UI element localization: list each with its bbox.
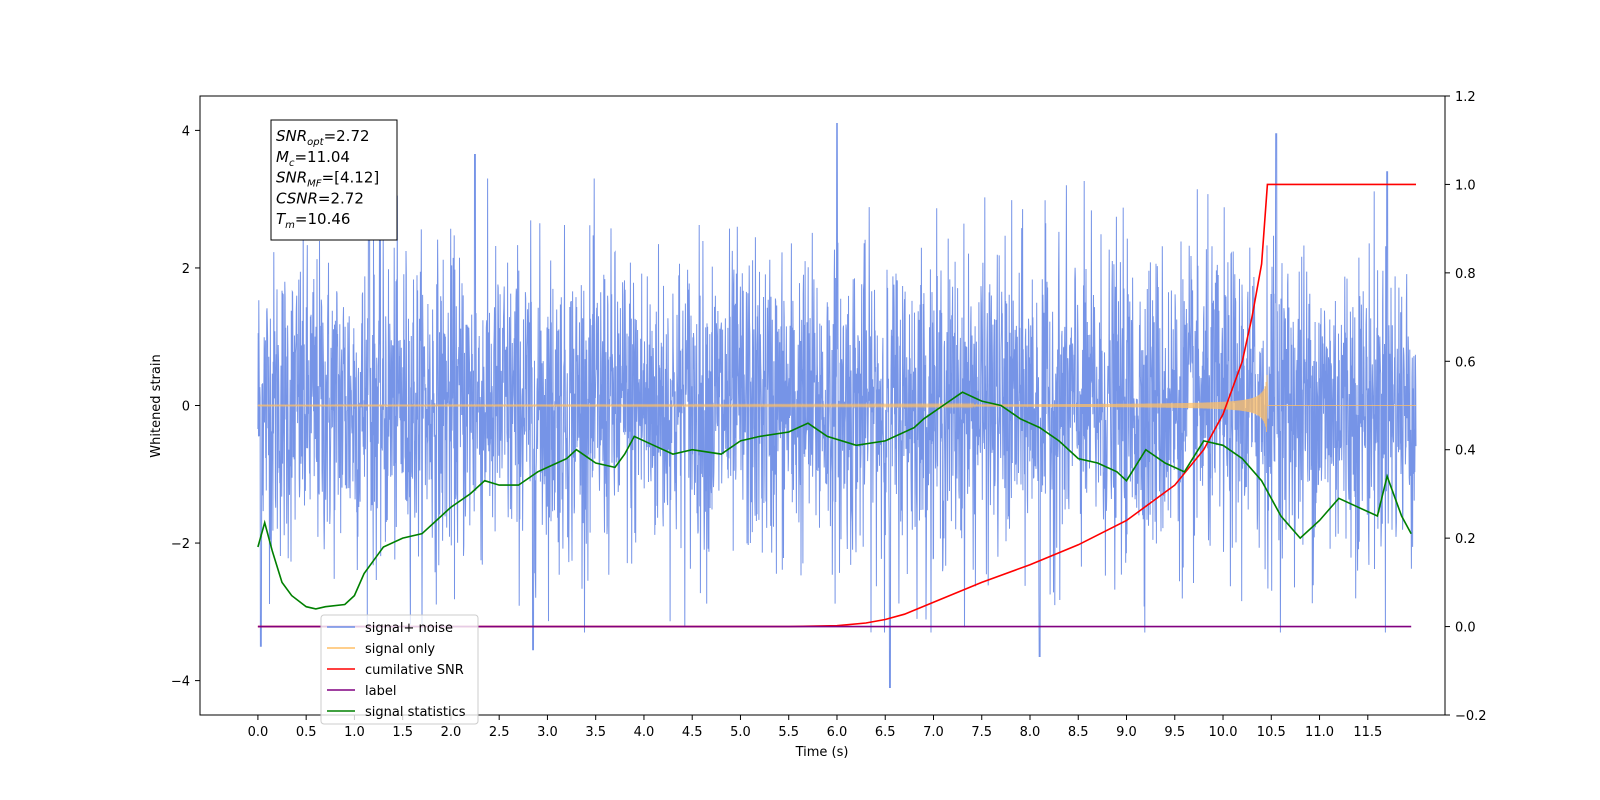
x-axis-ticks: 0.0 0.5 1.0 1.5 2.0 2.5 3.0 3.5 4.0 4.5 5.0 5.5 6.0 6… bbox=[248, 715, 1382, 740]
y-right-tick-label: 0.2 bbox=[1455, 532, 1476, 547]
x-tick-label: 10.5 bbox=[1257, 725, 1286, 740]
x-tick-label: 11.0 bbox=[1305, 725, 1334, 740]
y-axis-right-ticks: 1.2 1.0 0.8 0.6 0.4 0.2 0.0 −0.2 bbox=[1445, 90, 1487, 724]
annotation-line: SNRMF=[4.12] bbox=[276, 169, 379, 190]
stats-annotation-box: SNRopt=2.72Mc=11.04SNRMF=[4.12]CSNR=2.72… bbox=[270, 119, 398, 241]
x-tick-label: 0.0 bbox=[248, 725, 269, 740]
annotation-line: Tm=10.46 bbox=[276, 210, 350, 231]
annotation-value: =11.04 bbox=[294, 148, 350, 166]
annotation-subscript: m bbox=[285, 220, 295, 231]
annotation-line: SNRopt=2.72 bbox=[276, 127, 370, 148]
y-right-tick-label: 0.6 bbox=[1455, 355, 1476, 370]
annotation-subscript: MF bbox=[307, 179, 322, 190]
annotation-value: =[4.12] bbox=[322, 169, 380, 187]
annotation-symbol: M bbox=[276, 148, 289, 166]
annotation-symbol: SNR bbox=[276, 127, 307, 145]
series-signal-statistics-line bbox=[257, 391, 1412, 610]
x-tick-label: 5.5 bbox=[778, 725, 799, 740]
annotation-value: =10.46 bbox=[295, 210, 351, 228]
legend-entry-label: signal statistics bbox=[365, 705, 466, 720]
series-cumilative-snr-line bbox=[257, 183, 1416, 628]
x-tick-label: 9.5 bbox=[1164, 725, 1185, 740]
x-tick-label: 3.5 bbox=[585, 725, 606, 740]
x-tick-label: 11.5 bbox=[1353, 725, 1382, 740]
annotation-value: =2.72 bbox=[318, 189, 364, 207]
y-right-tick-label: 1.2 bbox=[1455, 90, 1476, 105]
x-tick-label: 2.0 bbox=[441, 725, 462, 740]
legend-entry-label: signal+ noise bbox=[365, 621, 453, 636]
y-left-tick-label: −2 bbox=[171, 537, 190, 552]
legend-entry-label: cumilative SNR bbox=[365, 663, 464, 678]
chart-legend: signal+ noise signal only cumilative SNR la… bbox=[320, 614, 479, 725]
x-tick-label: 6.0 bbox=[827, 725, 848, 740]
y-axis-left-ticks: 4 2 0 −2 −4 bbox=[171, 124, 200, 690]
x-tick-label: 1.0 bbox=[344, 725, 365, 740]
x-tick-label: 7.5 bbox=[971, 725, 992, 740]
x-tick-label: 8.5 bbox=[1068, 725, 1089, 740]
y-left-tick-label: 2 bbox=[182, 262, 190, 277]
y-left-tick-label: 0 bbox=[182, 400, 190, 415]
annotation-line: CSNR=2.72 bbox=[276, 189, 364, 207]
legend-entry-label: signal only bbox=[365, 642, 435, 657]
legend-frame bbox=[320, 614, 479, 725]
x-axis-label: Time (s) bbox=[795, 745, 849, 760]
x-tick-label: 4.0 bbox=[634, 725, 655, 740]
annotation-symbol: T bbox=[276, 210, 287, 228]
x-tick-label: 3.0 bbox=[537, 725, 558, 740]
x-tick-label: 6.5 bbox=[875, 725, 896, 740]
x-tick-label: 0.5 bbox=[296, 725, 317, 740]
legend-entry-label: label bbox=[365, 684, 396, 699]
x-tick-label: 10.0 bbox=[1209, 725, 1238, 740]
y-left-tick-label: −4 bbox=[171, 675, 190, 690]
annotation-value: =2.72 bbox=[324, 127, 370, 145]
series-signal-noise-line bbox=[257, 123, 1417, 688]
annotation-frame bbox=[270, 119, 398, 241]
y-right-tick-label: 0.8 bbox=[1455, 267, 1476, 282]
y-right-tick-label: 1.0 bbox=[1455, 178, 1476, 193]
y-axis-left-label: Whitened strain bbox=[149, 354, 164, 457]
y-right-tick-label: 0.4 bbox=[1455, 444, 1476, 459]
x-tick-label: 2.5 bbox=[489, 725, 510, 740]
x-tick-label: 1.5 bbox=[392, 725, 413, 740]
x-tick-label: 9.0 bbox=[1116, 725, 1137, 740]
series-signal-only-line bbox=[257, 374, 1417, 432]
y-left-tick-label: 4 bbox=[182, 124, 190, 139]
annotation-subscript: opt bbox=[307, 137, 324, 148]
x-tick-label: 8.0 bbox=[1020, 725, 1041, 740]
y-right-tick-label: 0.0 bbox=[1455, 621, 1476, 636]
annotation-symbol: CSNR bbox=[276, 189, 318, 207]
x-tick-label: 5.0 bbox=[730, 725, 751, 740]
annotation-subscript: c bbox=[289, 158, 295, 169]
x-tick-label: 4.5 bbox=[682, 725, 703, 740]
annotation-symbol: SNR bbox=[276, 169, 307, 187]
series-layer bbox=[257, 123, 1417, 688]
y-right-tick-label: −0.2 bbox=[1455, 709, 1487, 724]
annotation-line: Mc=11.04 bbox=[276, 148, 350, 169]
x-tick-label: 7.0 bbox=[923, 725, 944, 740]
